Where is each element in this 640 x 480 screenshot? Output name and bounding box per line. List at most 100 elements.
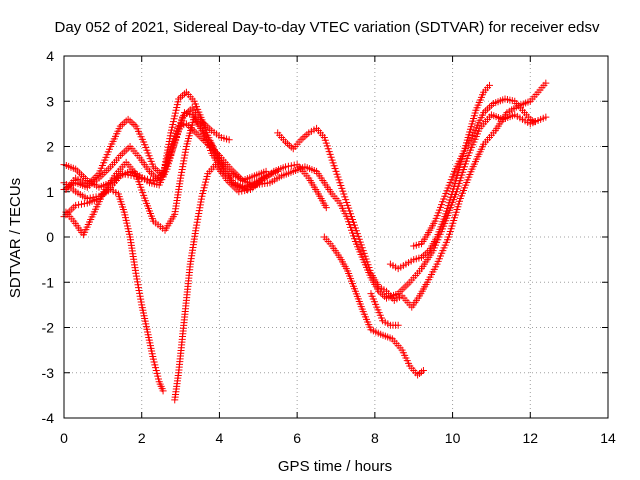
data-point [225, 136, 233, 144]
data-point [164, 146, 172, 154]
data-point [136, 289, 144, 297]
data-point [285, 141, 293, 149]
data-point [133, 275, 141, 283]
data-point [179, 92, 187, 100]
data-point [137, 295, 145, 303]
data-point [86, 194, 94, 202]
y-tick-label: -4 [42, 410, 55, 426]
data-point [402, 282, 410, 290]
data-point [419, 366, 427, 374]
data-point [178, 166, 186, 174]
data-point [122, 146, 130, 154]
data-point [179, 160, 187, 168]
y-tick-label: -3 [42, 365, 55, 381]
data-point [421, 250, 429, 258]
data-point [542, 113, 550, 121]
data-point [238, 187, 246, 195]
data-point [299, 134, 307, 142]
data-point [322, 204, 330, 212]
data-point [128, 119, 136, 127]
data-point [194, 215, 202, 223]
series-track-12 [386, 81, 493, 273]
data-point [159, 387, 167, 395]
data-point [416, 370, 424, 378]
data-point [196, 201, 204, 209]
series-track-8 [274, 79, 550, 311]
data-point [177, 171, 185, 179]
data-point [192, 224, 200, 232]
series-track-9 [320, 233, 427, 379]
data-point [404, 280, 412, 288]
data-point [160, 169, 168, 177]
data-point [75, 201, 83, 209]
y-tick-label: -1 [42, 274, 55, 290]
data-series [60, 79, 550, 404]
data-point [77, 200, 85, 208]
grid-lines [64, 56, 608, 418]
series-track-6 [60, 179, 167, 395]
x-axis-label: GPS time / hours [278, 458, 392, 475]
data-point [162, 158, 170, 166]
data-point [165, 138, 173, 146]
data-point [485, 81, 493, 89]
data-point [193, 218, 201, 226]
data-point [194, 131, 202, 139]
y-tick-label: 2 [46, 139, 54, 155]
data-point [193, 221, 201, 229]
data-point [72, 201, 80, 209]
y-tick-label: 1 [46, 184, 54, 200]
data-point [379, 291, 387, 299]
data-point [195, 207, 203, 215]
data-point [281, 163, 289, 171]
data-point [133, 278, 141, 286]
data-point [287, 162, 295, 170]
x-tick-label: 14 [600, 430, 616, 446]
data-point [161, 163, 169, 171]
x-tick-label: 2 [138, 430, 146, 446]
data-point [197, 195, 205, 203]
data-point [101, 169, 109, 177]
x-tick-label: 8 [371, 430, 379, 446]
data-point [92, 193, 100, 201]
data-point [118, 120, 126, 128]
plot-frame [63, 55, 609, 419]
data-point [482, 107, 490, 115]
data-point [301, 132, 309, 140]
data-point [134, 281, 142, 289]
data-point [161, 160, 169, 168]
data-point [136, 292, 144, 300]
data-point [177, 174, 185, 182]
data-point [164, 143, 172, 151]
data-point [160, 166, 168, 174]
data-point [132, 269, 140, 277]
data-point [166, 135, 174, 143]
data-point [181, 151, 189, 159]
data-point [235, 188, 243, 196]
data-point [241, 187, 249, 195]
data-point [166, 132, 174, 140]
data-point [284, 162, 292, 170]
data-point [126, 117, 134, 125]
series-track-10 [367, 290, 402, 329]
x-tick-label: 10 [445, 430, 461, 446]
data-point [180, 157, 188, 165]
x-tick-label: 4 [216, 430, 224, 446]
y-axis-label: SDTVAR / TECUs [7, 178, 24, 298]
data-point [83, 195, 91, 203]
chart-title: Day 052 of 2021, Sidereal Day-to-day VTE… [55, 19, 600, 36]
data-point [124, 115, 132, 123]
y-tick-label: -2 [42, 320, 55, 336]
data-point [290, 161, 298, 169]
data-point [398, 286, 406, 294]
data-point [197, 198, 205, 206]
data-point [181, 148, 189, 156]
x-tick-label: 6 [293, 430, 301, 446]
data-point [303, 131, 311, 139]
data-point [77, 171, 85, 179]
data-point [120, 148, 128, 156]
data-point [394, 321, 402, 329]
data-point [194, 212, 202, 220]
data-point [163, 152, 171, 160]
data-point [180, 154, 188, 162]
